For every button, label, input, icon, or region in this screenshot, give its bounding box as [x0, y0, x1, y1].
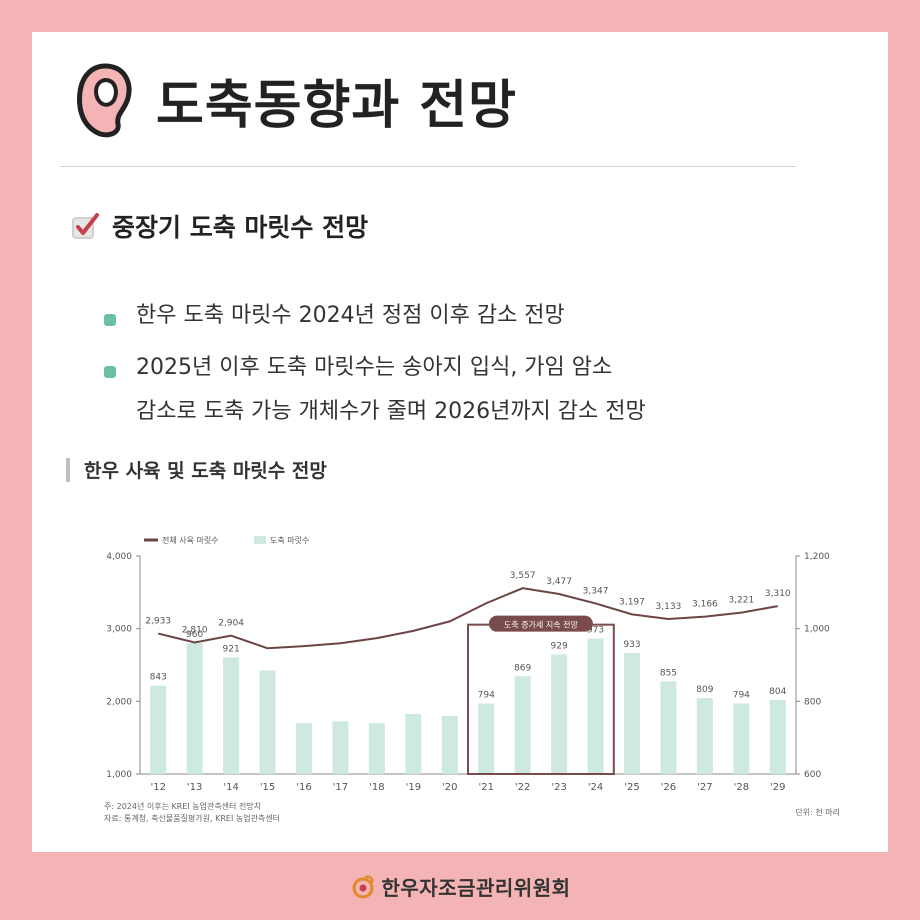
divider	[60, 166, 796, 167]
bullet-text: 한우 도축 마릿수 2024년 정점 이후 감소 전망	[136, 303, 565, 328]
bar	[733, 703, 750, 774]
x-tick-label: '24	[588, 782, 603, 793]
hanwoo-logo-icon	[352, 875, 373, 898]
bar	[368, 723, 385, 774]
legend-bar-label: 도축 마릿수	[270, 535, 309, 545]
page-title: 도축동향과 전망	[156, 75, 517, 136]
x-tick-label: '18	[369, 782, 384, 793]
line-value-label: 3,133	[656, 602, 682, 612]
x-tick-label: '17	[333, 782, 348, 793]
bar-value-label: 794	[733, 691, 750, 701]
bar	[150, 685, 167, 774]
highlight-label: 도축 증가세 지속 전망	[504, 620, 579, 630]
x-tick-label: '21	[478, 782, 493, 793]
right-tick-label: 800	[804, 697, 821, 707]
x-tick-label: '28	[734, 782, 749, 793]
bar-value-label: 921	[223, 644, 240, 654]
bar-value-label: 933	[623, 640, 640, 650]
line-value-label: 3,477	[546, 577, 572, 587]
bar	[332, 721, 349, 774]
bullet-line: 2025년 이후 도축 마릿수는 송아지 입식, 가임 암소	[136, 355, 613, 380]
line-value-label: 2,810	[182, 625, 208, 635]
line-value-label: 3,197	[619, 597, 645, 607]
bullet-dot-icon	[104, 314, 116, 326]
checkbox-icon	[72, 213, 99, 239]
line-value-label: 3,347	[583, 586, 609, 596]
bar	[696, 698, 713, 774]
bar	[223, 657, 240, 774]
x-tick-label: '19	[406, 782, 421, 793]
bar-value-label: 804	[769, 687, 786, 697]
x-tick-label: '16	[296, 782, 311, 793]
bar	[441, 715, 458, 774]
legend-bar-swatch	[254, 536, 266, 544]
x-tick-label: '23	[551, 782, 566, 793]
highlight-label-pill	[488, 615, 593, 632]
series-line	[157, 587, 778, 650]
left-tick-label: 3,000	[106, 625, 132, 635]
left-tick-label: 1,000	[106, 770, 132, 780]
line-value-label: 3,310	[765, 589, 791, 599]
footer-org-name: 한우자조금관리위원회	[381, 876, 571, 900]
x-tick-label: '14	[223, 782, 238, 793]
bar	[514, 676, 531, 774]
x-tick-label: '22	[515, 782, 530, 793]
bar	[551, 654, 568, 774]
x-tick-label: '25	[624, 782, 639, 793]
bar-value-label: 794	[478, 691, 495, 701]
bar	[587, 638, 604, 774]
x-tick-label: '12	[150, 782, 165, 793]
left-tick-label: 2,000	[106, 697, 132, 707]
right-tick-label: 1,200	[804, 552, 830, 562]
x-tick-label: '13	[187, 782, 202, 793]
right-tick-label: 1,000	[804, 625, 830, 635]
x-tick-label: '15	[260, 782, 275, 793]
bar-value-label: 809	[696, 685, 713, 695]
chart-title-marker	[66, 457, 70, 482]
meat-icon	[77, 63, 132, 138]
section-title: 중장기 도축 마릿수 전망	[112, 213, 369, 242]
chart-unit: 단위: 천 마리	[795, 807, 840, 817]
right-tick-label: 600	[804, 770, 821, 780]
bar	[624, 653, 640, 774]
bullet-item: 한우 도축 마릿수 2024년 정점 이후 감소 전망	[104, 303, 565, 338]
x-tick-label: '29	[770, 782, 785, 793]
footer: 한우자조금관리위원회	[0, 872, 920, 901]
chart-note: 주: 2024년 이후는 KREI 농업관측센터 전망치	[104, 801, 261, 811]
bar-value-label: 929	[551, 641, 568, 651]
line-value-label: 3,221	[728, 596, 754, 606]
bar	[478, 703, 495, 774]
left-tick-label: 4,000	[106, 552, 132, 562]
bar-value-label: 960	[186, 630, 203, 640]
line-value-label: 2,933	[145, 617, 171, 627]
bar	[296, 723, 312, 774]
bar	[259, 670, 276, 774]
chart-title: 한우 사육 및 도축 마릿수 전망	[84, 460, 327, 482]
line-value-label: 3,166	[692, 600, 718, 610]
chart-title-row: 한우 사육 및 도축 마릿수 전망	[66, 456, 327, 483]
section-heading: 중장기 도축 마릿수 전망	[70, 208, 368, 244]
line-value-label: 3,557	[510, 571, 536, 581]
bar-value-label: 869	[514, 663, 531, 673]
line-value-label: 2,904	[218, 619, 244, 629]
bar-value-label: 843	[150, 673, 167, 683]
bullet-item: 2025년 이후 도축 마릿수는 송아지 입식, 가임 암소 감소로 도축 가능…	[104, 355, 646, 434]
bullet-text: 2025년 이후 도축 마릿수는 송아지 입식, 가임 암소 감소로 도축 가능…	[136, 346, 646, 434]
title-row: 도축동향과 전망	[72, 62, 517, 138]
x-tick-label: '26	[661, 782, 676, 793]
combo-chart: 1,000 2,000 3,000 4,000 600 800 1,000 1,200 전체 사…	[104, 535, 840, 823]
bar-value-label: 855	[660, 668, 677, 678]
bar	[769, 699, 786, 774]
legend-line-label: 전체 사육 마릿수	[162, 535, 219, 545]
x-tick-label: '20	[442, 782, 457, 793]
bar	[186, 643, 203, 774]
bullet-dot-icon	[104, 366, 116, 378]
bullet-line: 감소로 도축 가능 개체수가 줄며 2026년까지 감소 전망	[136, 399, 646, 424]
bar	[405, 714, 422, 774]
x-tick-label: '27	[697, 782, 712, 793]
chart-source: 자료: 통계청, 축산물품질평가원, KREI 농업관측센터	[104, 813, 280, 823]
bar	[660, 681, 677, 774]
bar-value-label: 973	[587, 625, 604, 635]
